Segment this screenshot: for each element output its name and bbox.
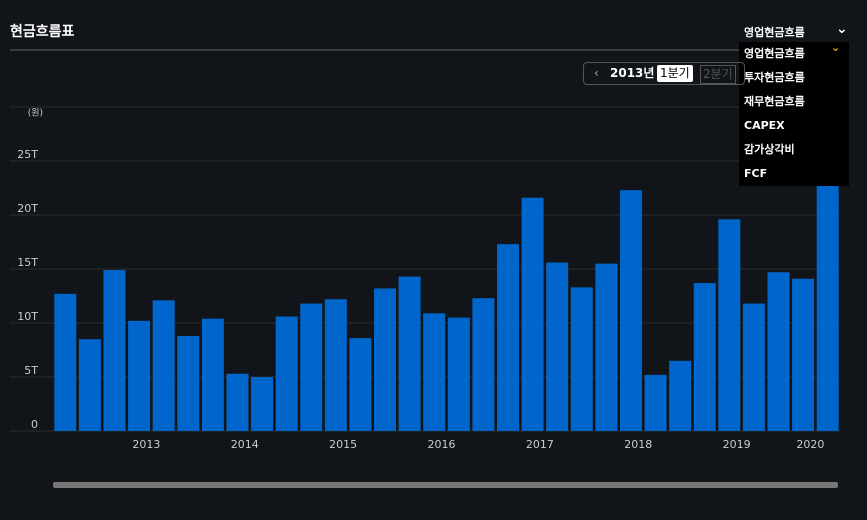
dropdown-option[interactable]: 투자현금흐름 (744, 71, 805, 84)
bar (349, 338, 372, 431)
y-tick-label: 20T (17, 202, 38, 215)
bar (669, 360, 692, 431)
bar (251, 377, 274, 431)
bar (128, 320, 151, 431)
bar (300, 303, 323, 431)
chevron: ⌄ (836, 21, 848, 37)
bar (447, 317, 470, 431)
dropdown-option[interactable]: CAPEX (744, 119, 785, 132)
y-tick-label: 0 (31, 418, 38, 431)
quarter[interactable]: 2분기 (700, 65, 736, 84)
quarter-selected[interactable]: 1분기 (657, 65, 693, 82)
title: 현금흐름표 (10, 24, 75, 40)
y-tick-label: 15T (17, 256, 38, 269)
bar (816, 182, 839, 431)
bar (742, 303, 765, 431)
bar (792, 278, 815, 431)
dropdown-option[interactable]: 감가상각비 (744, 143, 795, 156)
bar (496, 244, 519, 431)
bar (644, 374, 667, 431)
x-tick-label: 2020 (796, 438, 824, 451)
check: ⌄ (831, 41, 841, 54)
bar (595, 263, 618, 431)
y-tick-label: 5T (24, 364, 38, 377)
bar (472, 298, 495, 431)
year: 2013년 (610, 66, 655, 80)
dropdown-option[interactable]: 영업현금흐름 ⌄ (739, 41, 849, 66)
dropdown-option[interactable]: 재무현금흐름 (744, 95, 805, 108)
bar (226, 373, 249, 431)
dropdown-option[interactable]: FCF (744, 167, 768, 180)
bar (324, 299, 347, 431)
bar (275, 316, 298, 431)
x-tick-label: 2018 (624, 438, 652, 451)
y-unit: (원) (28, 108, 43, 119)
bar (570, 287, 593, 431)
y-tick-label: 25T (17, 148, 38, 161)
bar (103, 270, 126, 431)
x-tick-label: 2013 (132, 438, 160, 451)
bar (78, 339, 101, 431)
y-tick-label: 10T (17, 310, 38, 323)
x-tick-label: 2015 (329, 438, 357, 451)
bar (177, 335, 200, 431)
bar (423, 313, 446, 431)
period-selector: ‹ 2013년 1분기 2분기 (583, 62, 745, 85)
x-tick-label: 2014 (231, 438, 259, 451)
bar (767, 272, 790, 431)
bar (374, 288, 397, 431)
bar (693, 283, 716, 431)
prev-button[interactable]: ‹ (594, 66, 599, 80)
x-tick-label: 2016 (428, 438, 456, 451)
x-tick-label: 2017 (526, 438, 554, 451)
bar (718, 219, 741, 431)
selected-label: 영업현금흐름 (744, 26, 805, 39)
scrollbar[interactable] (53, 482, 838, 488)
bar (619, 190, 642, 431)
bar (54, 293, 77, 431)
bar (546, 262, 569, 431)
bar (201, 318, 224, 431)
bar (152, 300, 175, 431)
dropdown-selected[interactable]: 영업현금흐름 ⌄ (744, 21, 848, 40)
bar (521, 197, 544, 431)
x-tick-label: 2019 (723, 438, 751, 451)
bar (398, 276, 421, 431)
